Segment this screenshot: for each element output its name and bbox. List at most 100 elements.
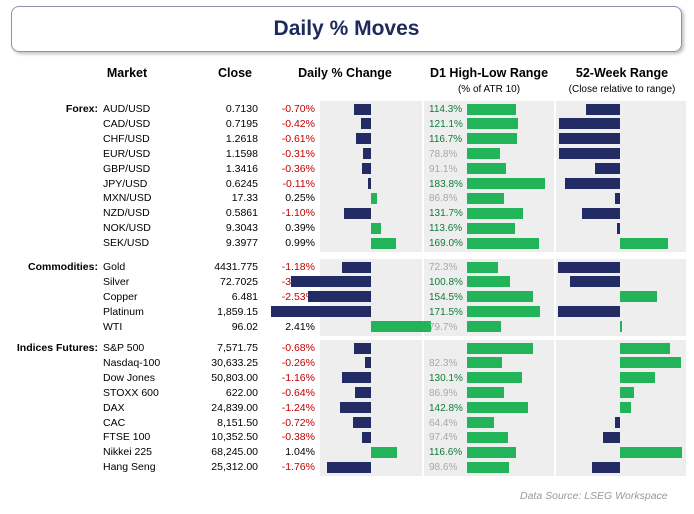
- market-name: Hang Seng: [103, 461, 156, 474]
- group-label: Forex:: [65, 103, 98, 115]
- close-value: 1.2618: [225, 132, 258, 145]
- market-name: GBP/USD: [103, 162, 151, 175]
- close-value: 9.3043: [225, 222, 258, 235]
- market-name: CAD/USD: [103, 117, 151, 130]
- range-value: 91.1%: [429, 163, 458, 175]
- group-label: Indices Futures:: [16, 342, 98, 354]
- market-name: NOK/USD: [103, 222, 151, 235]
- close-value: 1,859.15: [217, 305, 258, 318]
- range-value: 183.8%: [429, 178, 463, 190]
- range-value: 171.5%: [429, 306, 463, 318]
- change-value: 0.25%: [285, 192, 315, 205]
- daily-change-bar: [353, 103, 371, 115]
- range-bar: [467, 207, 523, 219]
- market-name: JPY/USD: [103, 177, 148, 190]
- change-value: -0.11%: [282, 177, 316, 190]
- week52-bar: [581, 207, 620, 219]
- change-value: -0.64%: [281, 386, 315, 399]
- week52-bar: [620, 342, 670, 354]
- market-name: Gold: [103, 261, 126, 273]
- daily-change-bar: [355, 133, 371, 145]
- change-value: -1.18%: [281, 261, 315, 273]
- range-bar: [467, 192, 504, 204]
- close-value: 0.7130: [225, 103, 258, 115]
- daily-change-bar: [364, 357, 371, 369]
- change-value: -0.68%: [281, 342, 315, 354]
- close-value: 30,633.25: [211, 356, 258, 369]
- change-value: -0.72%: [281, 416, 315, 429]
- header-close: Close: [217, 66, 253, 80]
- range-bar: [467, 291, 533, 303]
- week52-bar: [615, 417, 620, 428]
- change-value: -1.24%: [281, 401, 315, 414]
- daily-change-bar: [368, 178, 371, 189]
- market-name: DAX: [103, 401, 125, 414]
- range-value: 72.3%: [429, 262, 458, 273]
- range-value: 100.8%: [429, 276, 463, 288]
- close-value: 8,151.50: [217, 416, 258, 429]
- week52-bar: [620, 357, 681, 369]
- change-value: -0.26%: [281, 356, 315, 369]
- change-value: -0.38%: [281, 431, 315, 444]
- market-name: AUD/USD: [103, 103, 151, 115]
- change-value: 1.04%: [285, 446, 315, 459]
- market-name: Dow Jones: [103, 371, 155, 384]
- close-value: 68,245.00: [211, 446, 258, 459]
- change-value: -1.76%: [281, 461, 315, 474]
- change-value: -1.10%: [281, 207, 315, 220]
- week52-bar: [620, 321, 622, 333]
- week52-bar: [559, 118, 620, 130]
- market-name: SEK/USD: [103, 237, 150, 250]
- header-daily-change: Daily % Change: [298, 66, 392, 80]
- change-value: 0.39%: [285, 222, 315, 235]
- close-value: 50,803.00: [211, 371, 258, 384]
- daily-change-bar: [371, 192, 378, 204]
- title-box: Daily % Moves: [11, 6, 682, 52]
- range-bar: [467, 163, 506, 175]
- header-52week: 52-Week Range: [575, 66, 669, 80]
- close-value: 72.7025: [220, 275, 258, 288]
- week52-bar: [620, 372, 655, 384]
- week52-bar: [620, 237, 669, 249]
- range-value: 98.6%: [429, 462, 458, 474]
- range-value: 86.9%: [429, 387, 458, 399]
- range-value: 64.4%: [429, 417, 458, 429]
- daily-change-bar: [371, 446, 397, 458]
- range-value: 78.8%: [429, 148, 458, 160]
- week52-bar: [615, 192, 620, 204]
- market-name: Platinum: [103, 305, 144, 318]
- daily-change-bar: [363, 148, 371, 160]
- range-bar: [467, 261, 498, 273]
- group-label: Commodities:: [27, 261, 98, 273]
- range-value: 79.7%: [429, 321, 458, 333]
- close-value: 0.5861: [225, 207, 258, 220]
- close-value: 4431.775: [214, 261, 258, 273]
- range-bar: [467, 222, 516, 234]
- change-value: -0.36%: [281, 162, 315, 175]
- range-bar: [467, 118, 519, 130]
- range-value: 97.4%: [429, 432, 458, 444]
- week52-bar: [558, 261, 620, 273]
- range-bar: [467, 402, 528, 414]
- daily-change-bar: [270, 306, 371, 318]
- week52-bar: [620, 291, 658, 303]
- close-value: 1.1598: [225, 147, 258, 160]
- week52-bar: [602, 431, 620, 443]
- range-value: 116.7%: [429, 133, 463, 145]
- change-value: 2.41%: [285, 320, 315, 333]
- week52-bar: [585, 103, 620, 115]
- week52-bar: [616, 222, 620, 234]
- week52-bar: [570, 276, 620, 288]
- week52-bar: [595, 163, 620, 175]
- week52-bar: [592, 461, 620, 473]
- market-name: FTSE 100: [103, 431, 151, 444]
- range-bar: [467, 357, 502, 369]
- market-name: STOXX 600: [103, 386, 159, 399]
- range-bar: [467, 342, 533, 354]
- range-value: 154.5%: [429, 291, 463, 303]
- daily-change-bar: [290, 276, 371, 288]
- change-value: -0.70%: [281, 103, 315, 115]
- market-name: NZD/USD: [103, 207, 150, 220]
- range-bar: [467, 387, 504, 399]
- daily-change-bar: [360, 118, 371, 130]
